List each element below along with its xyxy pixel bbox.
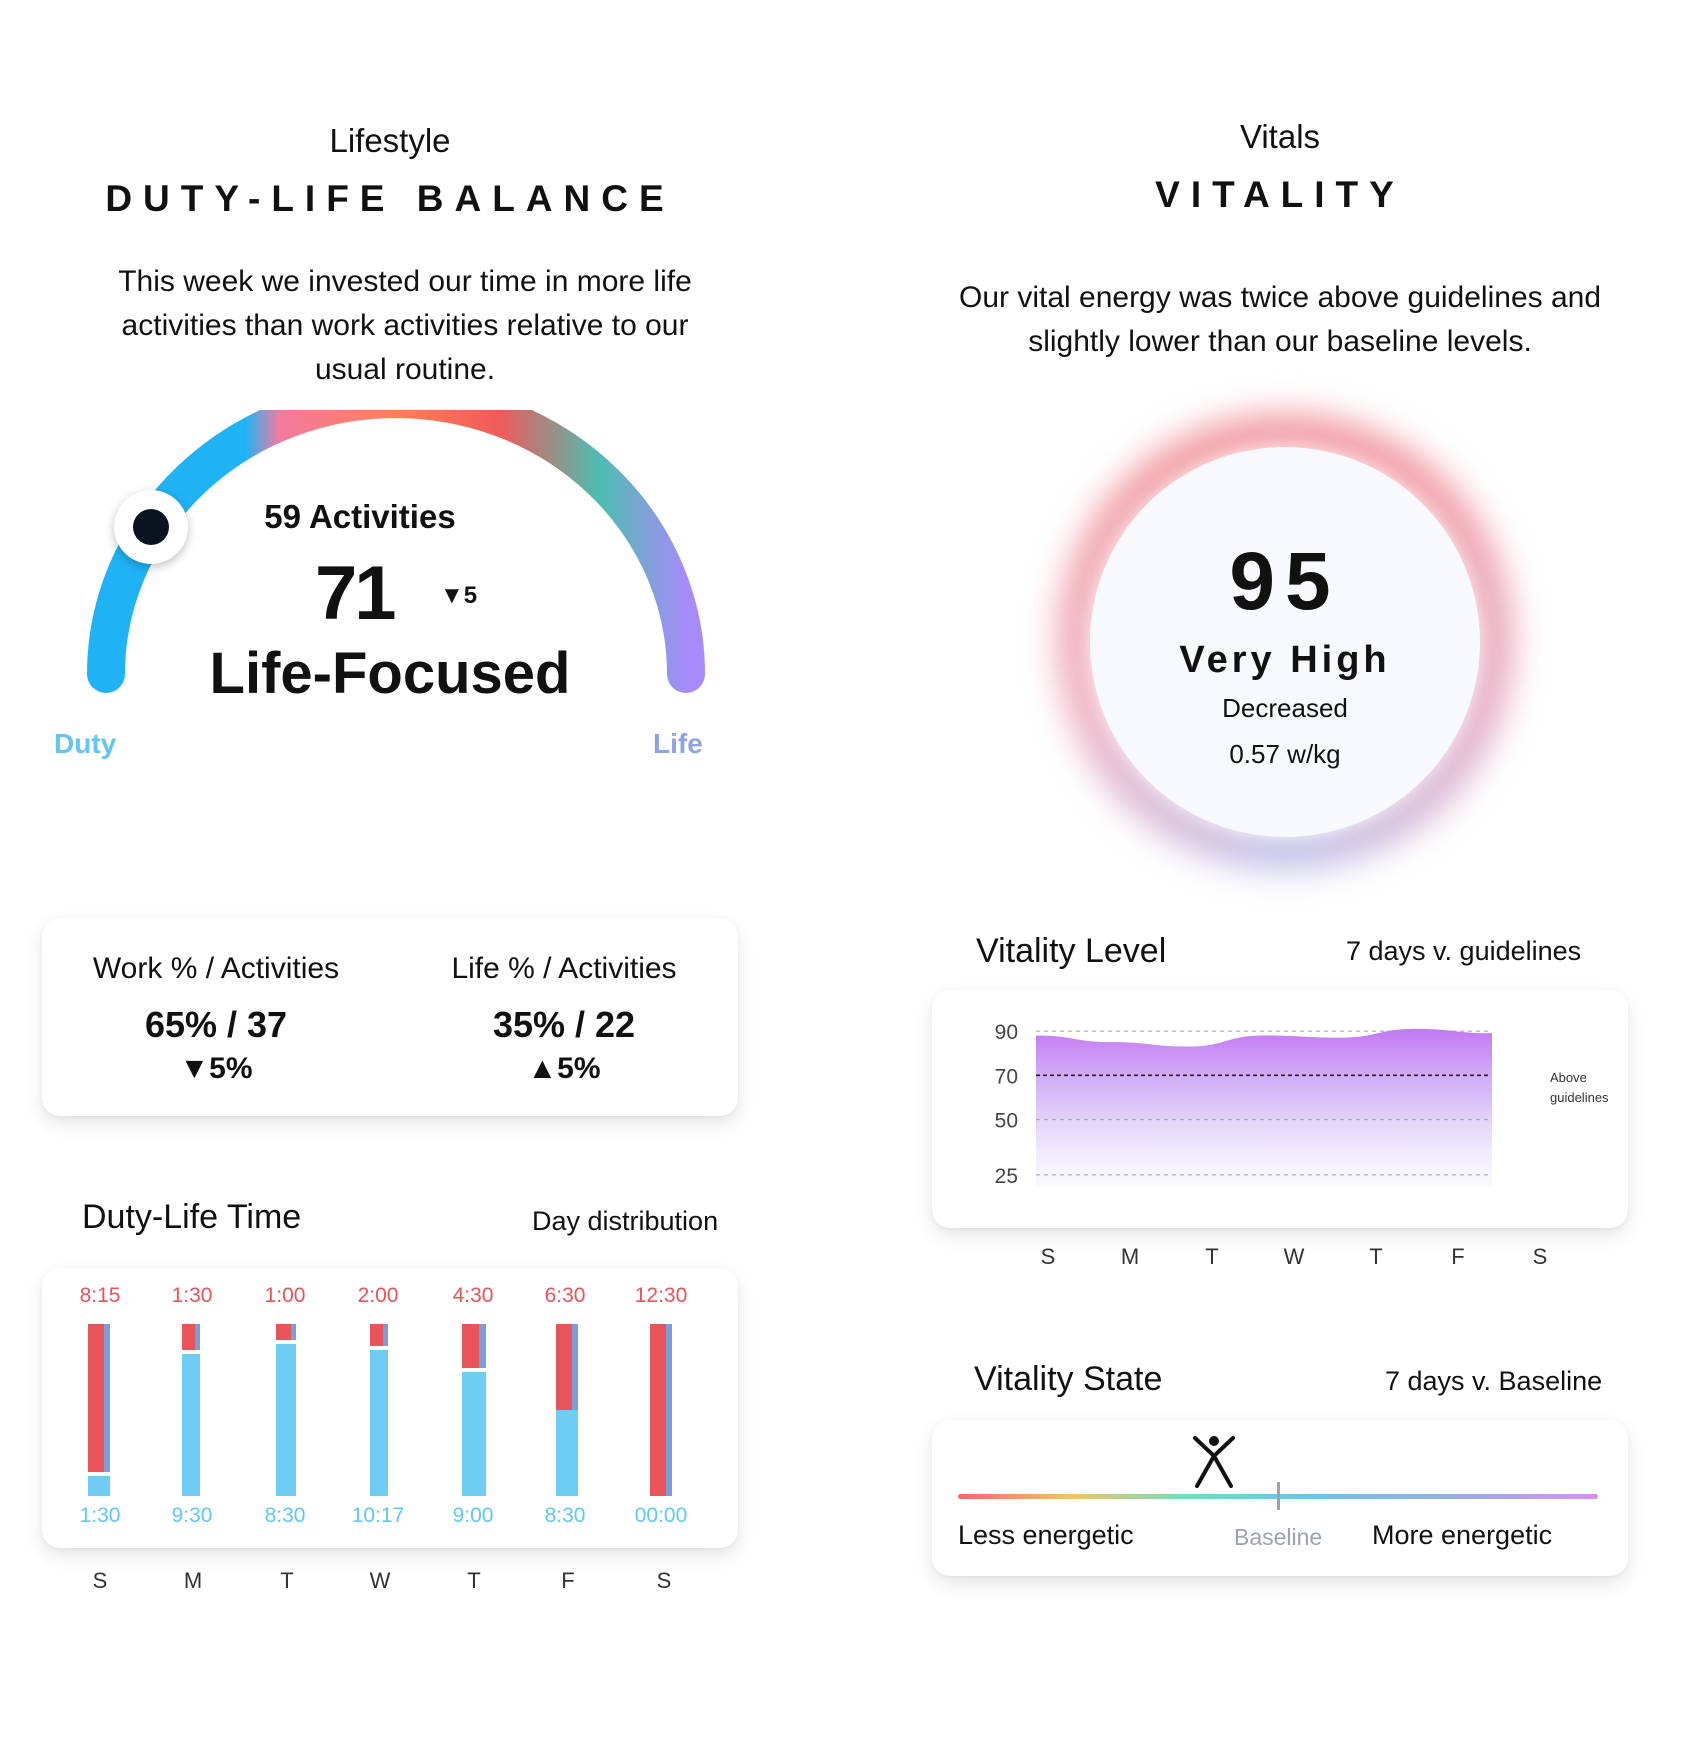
work-stat-value: 65% / 37 (144, 1004, 288, 1045)
duty-life-time-subtitle: Day distribution (532, 1206, 719, 1236)
vitality-level-subtitle: 7 days v. guidelines (1346, 936, 1582, 966)
vitality-score: 95 (1229, 536, 1341, 627)
bar-bottom-label: 00:00 (634, 1504, 688, 1527)
life-stat-value: 35% / 22 (492, 1004, 636, 1045)
lifestyle-kicker: Lifestyle (329, 122, 451, 159)
vitality-level-card: 25 50 70 90 Above guidelines (932, 990, 1628, 1228)
balance-label: Life-Focused (209, 641, 571, 706)
day-label: T (467, 1568, 481, 1593)
chart-day-label: M (1120, 1244, 1140, 1269)
vitality-power: 0.57 w/kg (1229, 739, 1341, 769)
bar-bottom-label: 9:30 (171, 1504, 213, 1527)
chart-day-label: W (1283, 1244, 1305, 1269)
duty-life-stats-card: Work % / Activities 65% / 37 ▼5% Life % … (42, 918, 738, 1116)
vitality-ring: 95 Very High Decreased 0.57 w/kg (1090, 447, 1480, 837)
day-bar[interactable] (650, 1324, 672, 1496)
chart-day-label: S (1040, 1244, 1056, 1269)
gauge-right-label: Life (653, 728, 703, 759)
bar-bottom-label: 10:17 (351, 1504, 405, 1527)
day-label: S (656, 1568, 672, 1593)
y-tick-label: 70 (995, 1065, 1018, 1088)
vitals-title: VITALITY (1155, 174, 1405, 215)
day-bar[interactable] (182, 1324, 200, 1496)
vitality-state-title: Vitality State (974, 1360, 1163, 1398)
day-bar[interactable] (276, 1324, 296, 1496)
vitals-description: Our vital energy was twice above guideli… (958, 281, 1602, 358)
vitality-state-card: Less energetic Baseline More energetic (932, 1420, 1628, 1576)
day-label: F (561, 1568, 575, 1593)
day-label: T (280, 1568, 294, 1593)
bar-top-label: 6:30 (544, 1284, 586, 1307)
bar-bottom-label: 8:30 (264, 1504, 306, 1527)
person-icon (1191, 1434, 1237, 1488)
y-tick-label: 50 (995, 1110, 1018, 1133)
life-stat-label: Life % / Activities (451, 952, 677, 985)
bar-top-label: 1:30 (171, 1284, 213, 1307)
day-bar[interactable] (556, 1324, 578, 1496)
gauge-knob[interactable] (114, 489, 189, 564)
vitality-level-title: Vitality Level (976, 932, 1167, 970)
less-energetic-label: Less energetic (958, 1520, 1134, 1550)
guideline-annotation-2: guidelines (1550, 1090, 1609, 1105)
lifestyle-description: This week we invested our time in more l… (118, 265, 692, 386)
day-bar[interactable] (370, 1324, 388, 1496)
bar-top-label: 4:30 (452, 1284, 494, 1307)
more-energetic-label: More energetic (1372, 1520, 1553, 1550)
day-bar[interactable] (462, 1324, 486, 1496)
activities-count: 59 Activities (264, 498, 456, 535)
day-label: W (369, 1568, 391, 1593)
day-label: M (183, 1568, 203, 1593)
y-tick-label: 25 (995, 1165, 1018, 1188)
baseline-marker (1277, 1482, 1280, 1510)
chart-day-label: S (1532, 1244, 1548, 1269)
duty-life-gauge: 59 Activities 71 ▼5 Life-Focused Duty Li… (54, 380, 720, 830)
balance-score-delta: ▼5 (440, 582, 478, 609)
vitality-area (1036, 1028, 1492, 1186)
bar-top-label: 12:30 (634, 1284, 688, 1307)
bar-top-label: 1:00 (264, 1284, 306, 1307)
chart-day-label: T (1205, 1244, 1219, 1269)
vitality-area-chart: 25 50 70 90 (995, 1021, 1492, 1188)
chart-day-label: T (1369, 1244, 1383, 1269)
work-stat-delta: ▼5% (179, 1052, 253, 1085)
bar-bottom-label: 9:00 (452, 1504, 494, 1527)
balance-score: 71 (315, 551, 397, 636)
day-bar[interactable] (88, 1324, 110, 1496)
vitality-state-subtitle: 7 days v. Baseline (1385, 1366, 1603, 1396)
vitality-level-text: Very High (1179, 639, 1391, 681)
duty-life-time-card: 8:15 1:30 1:30 9:30 1:00 8:30 2:00 10:17… (42, 1268, 738, 1548)
vitality-trend: Decreased (1222, 693, 1348, 723)
work-stat-label: Work % / Activities (92, 952, 340, 985)
vitals-kicker: Vitals (1239, 118, 1321, 155)
bar-bottom-label: 8:30 (544, 1504, 586, 1527)
lifestyle-title: DUTY-LIFE BALANCE (105, 178, 675, 219)
gauge-left-label: Duty (54, 728, 117, 759)
bar-top-label: 8:15 (79, 1284, 121, 1307)
duty-life-time-title: Duty-Life Time (82, 1198, 302, 1236)
day-label: S (92, 1568, 108, 1593)
chart-day-label: F (1451, 1244, 1465, 1269)
bar-bottom-label: 1:30 (79, 1504, 121, 1527)
gauge-knob-dot (133, 508, 170, 545)
baseline-label: Baseline (1234, 1524, 1323, 1550)
y-tick-label: 90 (995, 1021, 1018, 1044)
bar-top-label: 2:00 (357, 1284, 399, 1307)
life-stat-delta: ▲5% (527, 1052, 601, 1085)
guideline-annotation-1: Above (1550, 1070, 1587, 1085)
